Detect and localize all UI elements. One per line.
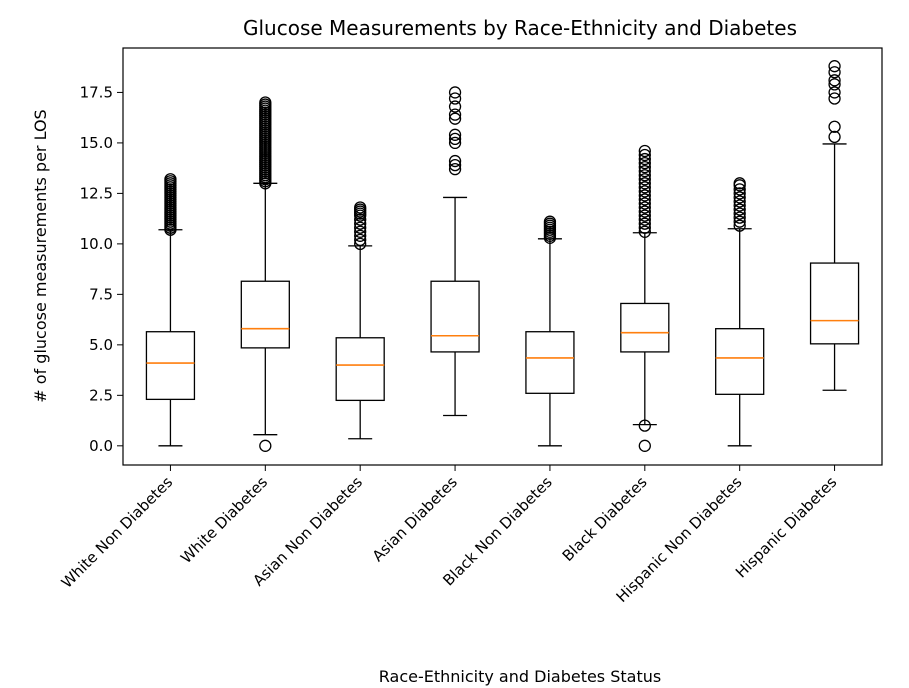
outlier-point (638, 165, 651, 178)
box-2 (240, 96, 290, 452)
outlier-point (638, 197, 651, 210)
y-axis: 0.0 2.5 5.0 7.5 10.0 12.5 15.0 17.5 (80, 83, 123, 455)
y-tick-label: 7.5 (89, 285, 113, 303)
iqr-box (525, 331, 575, 394)
outlier-point (638, 201, 651, 214)
outlier-point (733, 199, 746, 212)
outlier-point (638, 419, 651, 432)
iqr-box (240, 280, 290, 349)
iqr-box (715, 328, 765, 395)
outlier-point (733, 183, 746, 196)
outlier-point (448, 163, 462, 176)
outlier-point (828, 130, 841, 144)
outlier-point (638, 189, 651, 202)
y-tick-label: 10.0 (80, 235, 113, 253)
outlier-point (448, 158, 462, 172)
outlier-point (354, 233, 367, 246)
outlier-point (638, 169, 651, 182)
outlier-point (733, 187, 746, 200)
outlier-point (733, 195, 746, 208)
outlier-point (354, 217, 367, 230)
y-axis-label: # of glucose measurements per LOS (31, 109, 50, 402)
iqr-box (809, 262, 860, 345)
x-axis-label: Race-Ethnicity and Diabetes Status (379, 667, 661, 686)
box-4 (430, 86, 480, 417)
chart-title: Glucose Measurements by Race-Ethnicity a… (243, 16, 797, 40)
outlier-point (828, 74, 841, 87)
outlier-point (638, 225, 651, 238)
outlier-point (448, 154, 462, 168)
outlier-point (828, 78, 841, 91)
outlier-point (638, 144, 651, 158)
outlier-point (638, 217, 651, 230)
outlier-point (448, 132, 462, 146)
outlier-point (638, 177, 651, 190)
outlier-point (448, 100, 462, 113)
outlier-point (638, 193, 651, 206)
outlier-point (638, 173, 651, 186)
outlier-point (448, 128, 462, 141)
outlier-point (733, 211, 746, 224)
box-6 (620, 144, 670, 452)
outlier-point (638, 181, 651, 194)
plot-area (145, 60, 860, 452)
outlier-point (638, 221, 651, 234)
box-1 (145, 173, 196, 447)
outlier-point (448, 92, 462, 105)
outlier-point (259, 439, 272, 452)
outlier-point (354, 213, 367, 226)
outlier-point (828, 60, 841, 73)
outlier-point (354, 225, 367, 238)
outlier-point (448, 108, 462, 121)
outlier-point (638, 209, 651, 222)
outlier-point (828, 86, 841, 99)
outlier-point (733, 207, 746, 220)
y-tick-label: 0.0 (89, 437, 113, 455)
outlier-point (448, 112, 462, 125)
outlier-point (543, 215, 557, 228)
outlier-point (828, 120, 841, 133)
box-8 (809, 60, 860, 391)
outlier-point (448, 86, 462, 99)
outlier-point (733, 219, 746, 232)
iqr-box (335, 337, 385, 402)
y-tick-label: 5.0 (89, 336, 113, 354)
outlier-point (638, 205, 651, 218)
y-tick-label: 2.5 (89, 386, 113, 404)
y-tick-label: 15.0 (80, 134, 113, 152)
outlier-point (638, 152, 651, 166)
outlier-point (828, 66, 841, 79)
outlier-point (638, 213, 651, 226)
outlier-point (164, 173, 177, 186)
outlier-point (448, 136, 462, 150)
iqr-box (145, 331, 196, 401)
outlier-point (354, 221, 367, 234)
y-tick-label: 12.5 (80, 184, 113, 202)
outlier-point (828, 92, 841, 105)
iqr-box (430, 280, 480, 353)
box-5 (525, 215, 575, 447)
outlier-point (638, 148, 651, 162)
y-tick-label: 17.5 (80, 83, 113, 101)
outlier-point (733, 215, 746, 228)
iqr-box (620, 302, 670, 353)
outlier-point (638, 185, 651, 198)
outlier-point (354, 237, 367, 251)
box-3 (335, 201, 385, 440)
plot-frame (122, 47, 883, 466)
outlier-point (638, 439, 651, 452)
outlier-point (259, 96, 272, 109)
outlier-point (638, 160, 651, 174)
outlier-point (354, 229, 367, 242)
outlier-point (638, 156, 651, 170)
outlier-point (733, 203, 746, 216)
box-7 (715, 177, 765, 447)
outlier-point (354, 201, 367, 214)
outlier-point (733, 191, 746, 204)
outlier-point (733, 177, 746, 190)
